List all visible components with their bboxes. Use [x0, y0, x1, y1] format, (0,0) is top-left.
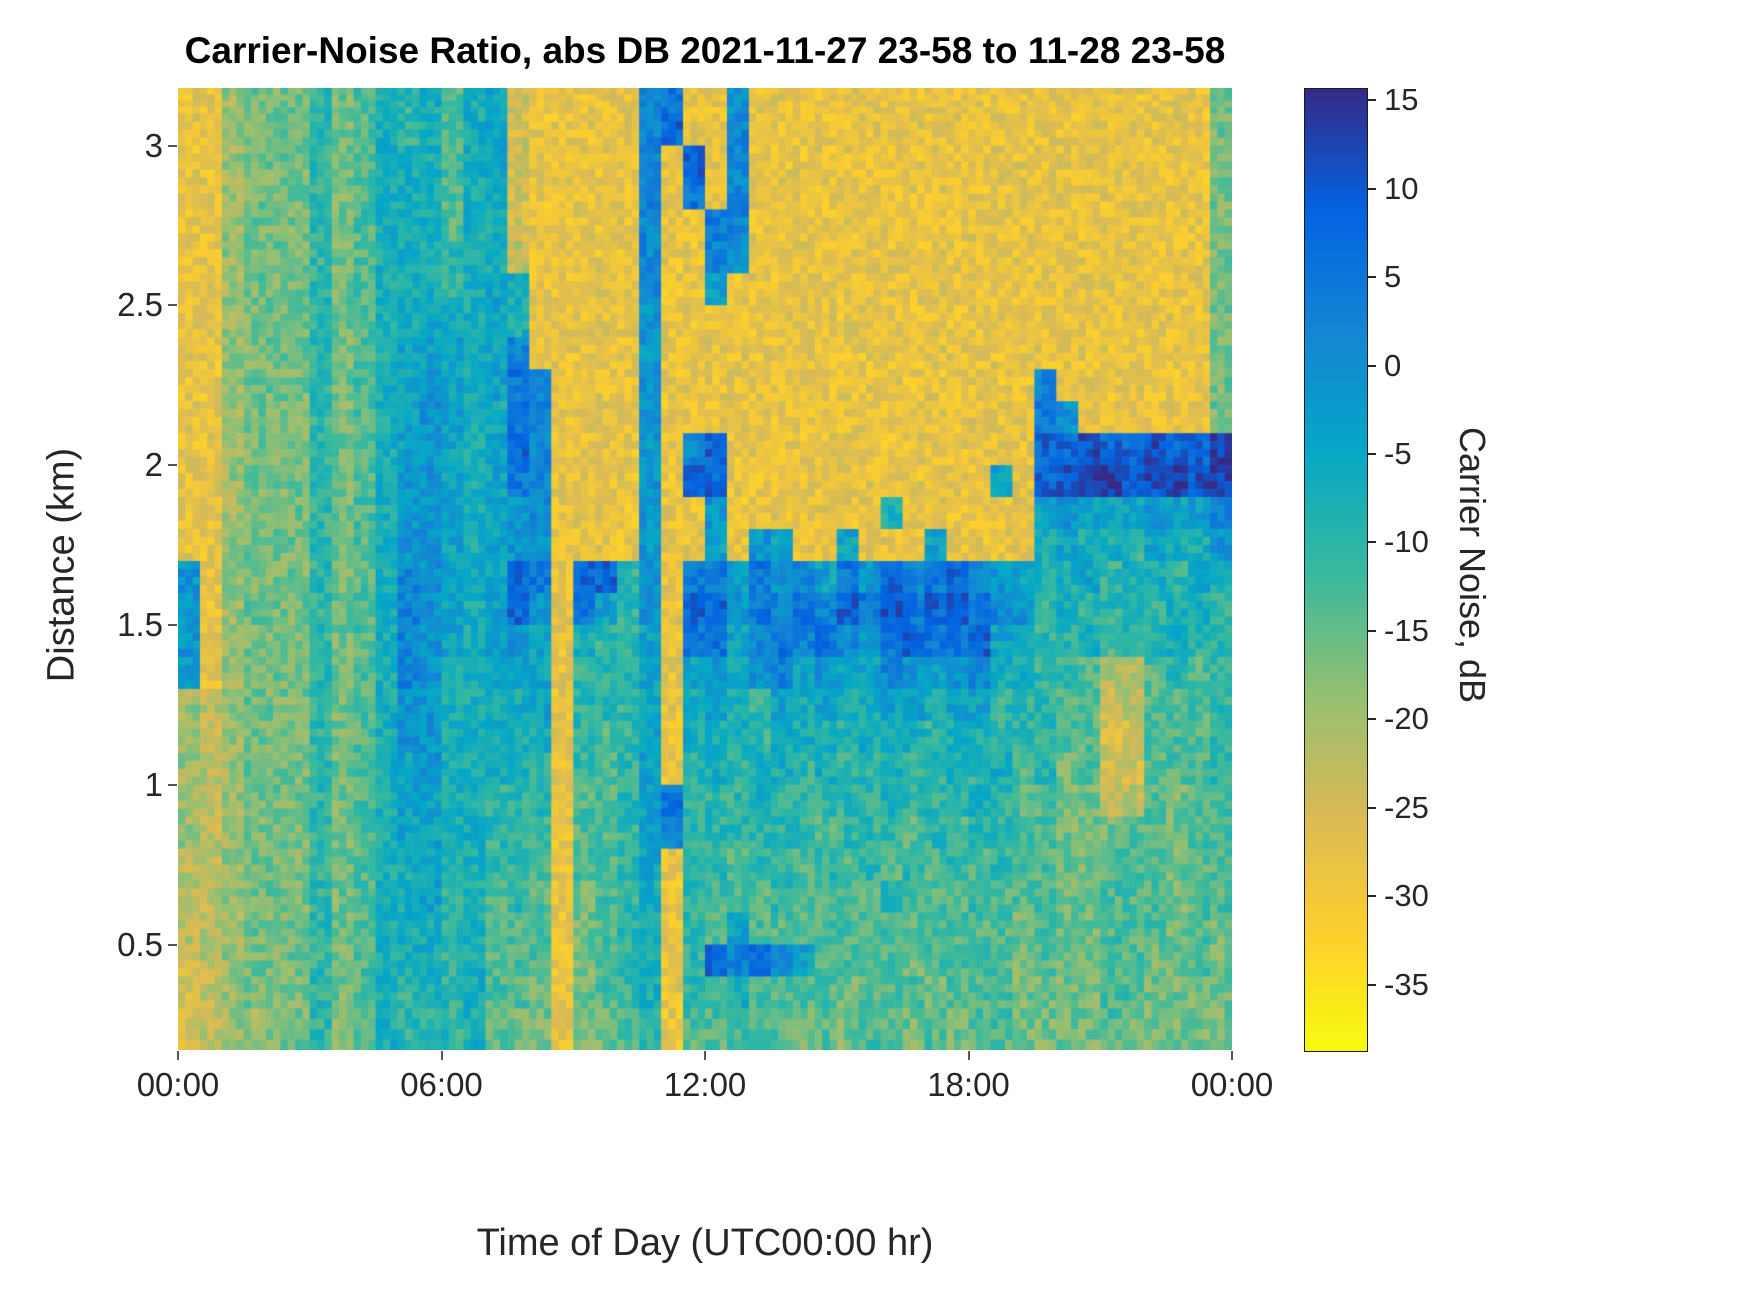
x-tick-mark — [967, 1051, 970, 1060]
y-tick-mark — [168, 623, 177, 626]
colorbar-tick-mark — [1368, 806, 1376, 809]
colorbar-tick-mark — [1368, 276, 1376, 279]
x-tick-mark — [440, 1051, 443, 1060]
x-tick-mark — [704, 1051, 706, 1060]
x-tick-label: 00:00 — [136, 1066, 220, 1103]
colorbar-tick-mark — [1368, 541, 1376, 544]
y-tick-mark — [168, 144, 177, 147]
x-tick-mark — [1231, 1051, 1233, 1060]
x-tick-label: 12:00 — [663, 1066, 747, 1103]
colorbar-tick-mark — [1368, 453, 1376, 456]
colorbar-label: Carrier Noise, dB — [1452, 426, 1493, 704]
heatmap-canvas — [178, 88, 1232, 1050]
colorbar-tick-label: 0 — [1384, 347, 1402, 383]
colorbar-tick-mark — [1368, 187, 1376, 190]
colorbar-tick-mark — [1368, 718, 1376, 721]
colorbar-tick-mark — [1368, 364, 1376, 367]
colorbar — [1304, 88, 1368, 1052]
colorbar-tick-label: -15 — [1384, 612, 1429, 648]
x-tick-mark — [177, 1051, 179, 1060]
y-tick-label: 2.5 — [117, 286, 163, 324]
colorbar-tick-label: -5 — [1384, 436, 1412, 472]
y-axis-label: Distance (km) — [40, 447, 83, 683]
colorbar-tick-label: -30 — [1384, 878, 1429, 914]
y-tick-mark — [168, 943, 177, 946]
colorbar-tick-mark — [1368, 99, 1376, 102]
x-tick-label: 18:00 — [927, 1066, 1010, 1103]
y-tick-mark — [168, 464, 177, 467]
y-tick-label: 1 — [144, 765, 163, 803]
x-tick-label: 06:00 — [400, 1066, 483, 1103]
colorbar-tick-label: -35 — [1384, 966, 1429, 1002]
colorbar-tick-label: 10 — [1384, 170, 1419, 206]
x-tick-label: 00:00 — [1190, 1066, 1274, 1103]
colorbar-tick-label: -10 — [1384, 524, 1429, 560]
y-tick-mark — [168, 304, 177, 307]
colorbar-tick-label: 5 — [1384, 259, 1402, 295]
colorbar-tick-label: -25 — [1384, 789, 1429, 825]
colorbar-tick-mark — [1368, 629, 1376, 632]
colorbar-tick-mark — [1368, 983, 1376, 986]
y-tick-label: 2 — [144, 446, 163, 484]
y-tick-mark — [168, 783, 177, 786]
colorbar-tick-label: 15 — [1384, 82, 1419, 118]
x-axis-label: Time of Day (UTC00:00 hr) — [476, 1222, 934, 1264]
y-tick-label: 0.5 — [117, 925, 163, 963]
chart-title: Carrier-Noise Ratio, abs DB 2021-11-27 2… — [184, 30, 1226, 71]
y-tick-label: 1.5 — [117, 605, 163, 643]
y-tick-label: 3 — [144, 126, 163, 164]
colorbar-tick-mark — [1368, 895, 1376, 898]
colorbar-tick-label: -20 — [1384, 701, 1429, 737]
